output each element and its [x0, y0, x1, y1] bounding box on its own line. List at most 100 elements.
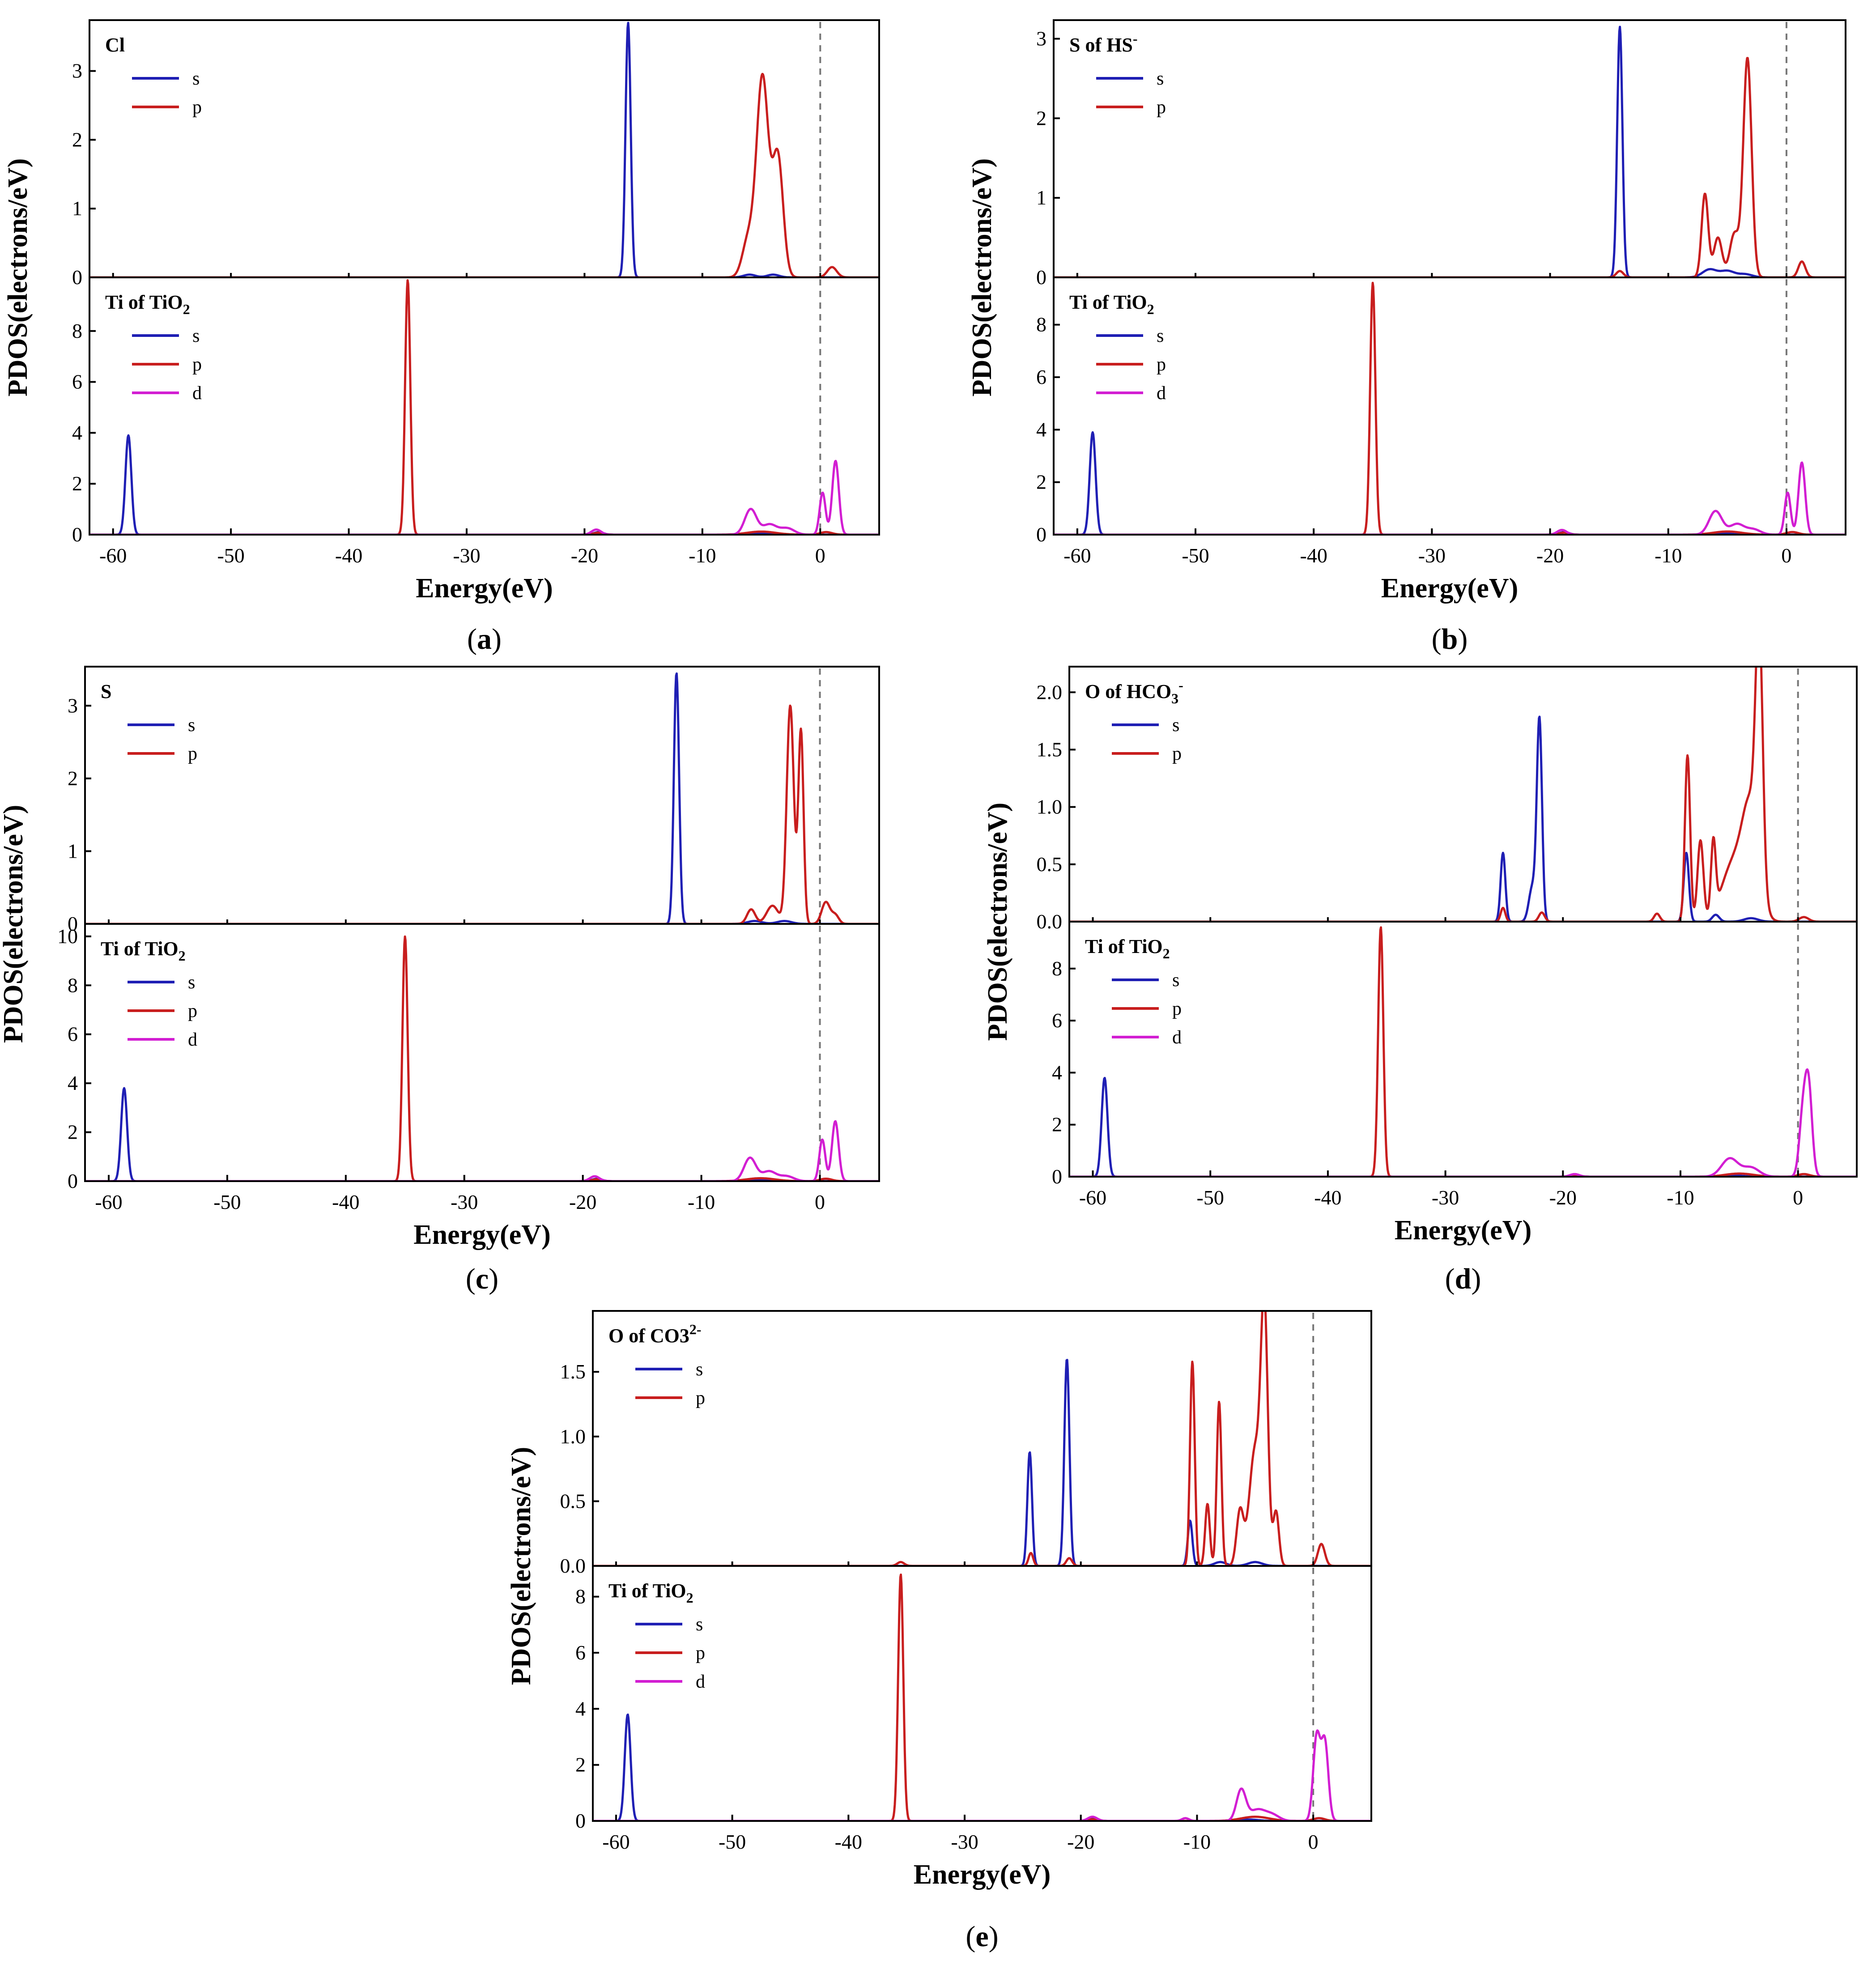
y-tick-label: 8 — [1036, 313, 1046, 336]
y-tick-label: 2 — [68, 767, 78, 790]
x-tick-label: -10 — [689, 544, 716, 567]
x-axis-title: Energy(eV) — [1381, 573, 1518, 604]
x-tick-label: -40 — [835, 1830, 862, 1853]
series-s-line — [593, 1713, 1371, 1821]
y-tick-label: 2 — [1052, 1113, 1062, 1136]
x-tick-label: -30 — [1418, 544, 1446, 567]
panel-title-subscript: 2 — [183, 301, 190, 317]
y-tick-label: 0 — [1036, 266, 1046, 289]
x-tick-label: -20 — [571, 544, 598, 567]
panel-title: S — [101, 681, 111, 702]
x-axis-title: Energy(eV) — [914, 1859, 1051, 1890]
caption-letter: c — [476, 1263, 489, 1295]
y-tick-label: 0 — [68, 912, 78, 935]
series-p-line — [1054, 57, 1846, 277]
caption-letter: d — [1455, 1263, 1472, 1295]
series-s-line — [89, 434, 879, 535]
legend-label-p: p — [192, 97, 202, 118]
x-tick-label: -20 — [1549, 1186, 1577, 1209]
legend-label-s: s — [192, 68, 200, 89]
y-tick-label: 1.5 — [560, 1360, 586, 1383]
series-s-line — [1069, 715, 1857, 922]
series-d-line — [89, 459, 879, 535]
y-tick-label: 1 — [72, 197, 82, 220]
legend-label-d: d — [188, 1029, 197, 1050]
y-tick-label: 3 — [1036, 27, 1046, 50]
y-tick-label: 0 — [72, 266, 82, 289]
x-tick-label: -50 — [1182, 544, 1209, 567]
y-tick-label: 2 — [68, 1121, 78, 1144]
series-p-line — [85, 935, 879, 1181]
legend: sp — [1096, 68, 1166, 118]
x-tick-label: -60 — [1063, 544, 1091, 567]
panel-title-main: Ti of TiO — [1069, 291, 1147, 313]
x-tick-label: 0 — [815, 544, 825, 567]
series-p-line — [85, 704, 879, 924]
series-p-line — [1054, 281, 1846, 535]
y-tick-label: 6 — [1052, 1009, 1062, 1032]
panel-title-main: S of HS — [1069, 34, 1133, 56]
legend-label-p: p — [1157, 354, 1166, 375]
legend-label-p: p — [192, 354, 202, 375]
series-d-line — [85, 1120, 879, 1181]
y-tick-label: 1.0 — [560, 1425, 586, 1448]
panel-caption: (c) — [466, 1263, 498, 1295]
panel-title-main: O of CO3 — [608, 1325, 689, 1347]
panel-caption: (b) — [1432, 623, 1468, 655]
series-p-line — [1069, 926, 1857, 1177]
legend-label-p: p — [696, 1643, 705, 1663]
series-p-line — [1069, 667, 1857, 922]
panel-title: Ti of TiO2 — [1069, 291, 1154, 317]
caption-close-paren: ) — [1458, 623, 1468, 655]
x-tick-label: -20 — [1536, 544, 1564, 567]
y-tick-label: 6 — [68, 1023, 78, 1046]
y-tick-label: 0.5 — [560, 1489, 586, 1512]
x-tick-label: -60 — [602, 1830, 630, 1853]
caption-close-paren: ) — [492, 623, 502, 655]
x-tick-label: -60 — [99, 544, 127, 567]
panel-title: Ti of TiO2 — [608, 1580, 693, 1606]
panel-title-main: Ti of TiO — [101, 938, 179, 960]
legend-label-p: p — [188, 1001, 197, 1021]
panel-title: O of HCO3- — [1085, 677, 1183, 706]
y-tick-label: 1 — [1036, 186, 1046, 209]
y-tick-label: 2.0 — [1037, 681, 1063, 703]
legend: spd — [132, 326, 202, 404]
legend: sp — [1112, 715, 1182, 764]
y-tick-label: 8 — [575, 1585, 586, 1608]
x-tick-label: -10 — [1183, 1830, 1211, 1853]
series-s-line — [85, 672, 879, 924]
y-tick-label: 2 — [1036, 106, 1046, 129]
caption-letter: e — [975, 1920, 988, 1953]
y-axis-title: PDOS(electrons/eV) — [967, 158, 997, 397]
y-tick-label: 3 — [68, 694, 78, 717]
x-tick-label: -40 — [1314, 1186, 1341, 1209]
y-tick-label: 0.0 — [560, 1554, 586, 1577]
caption-open-paren: ( — [1432, 623, 1442, 655]
panel-title-subscript: 2 — [1147, 301, 1154, 317]
legend-label-p: p — [696, 1388, 705, 1408]
legend-label-s: s — [188, 715, 195, 736]
legend-label-s: s — [192, 326, 200, 346]
series-p-line — [593, 1574, 1371, 1821]
caption-close-paren: ) — [489, 1263, 498, 1295]
y-tick-label: 2 — [72, 128, 82, 151]
legend: sp — [128, 715, 197, 764]
series-d-line — [1069, 1068, 1857, 1177]
y-tick-label: 6 — [1036, 366, 1046, 388]
panel-c-top: 0 1 2 3 Ssp — [68, 668, 879, 935]
y-tick-label: 0 — [1036, 523, 1046, 546]
y-tick-label: 1.0 — [1037, 795, 1063, 818]
x-tick-label: -50 — [1197, 1186, 1224, 1209]
y-tick-label: 2 — [72, 472, 82, 495]
x-axis-title: Energy(eV) — [416, 573, 553, 604]
y-tick-label: 2 — [575, 1753, 586, 1776]
